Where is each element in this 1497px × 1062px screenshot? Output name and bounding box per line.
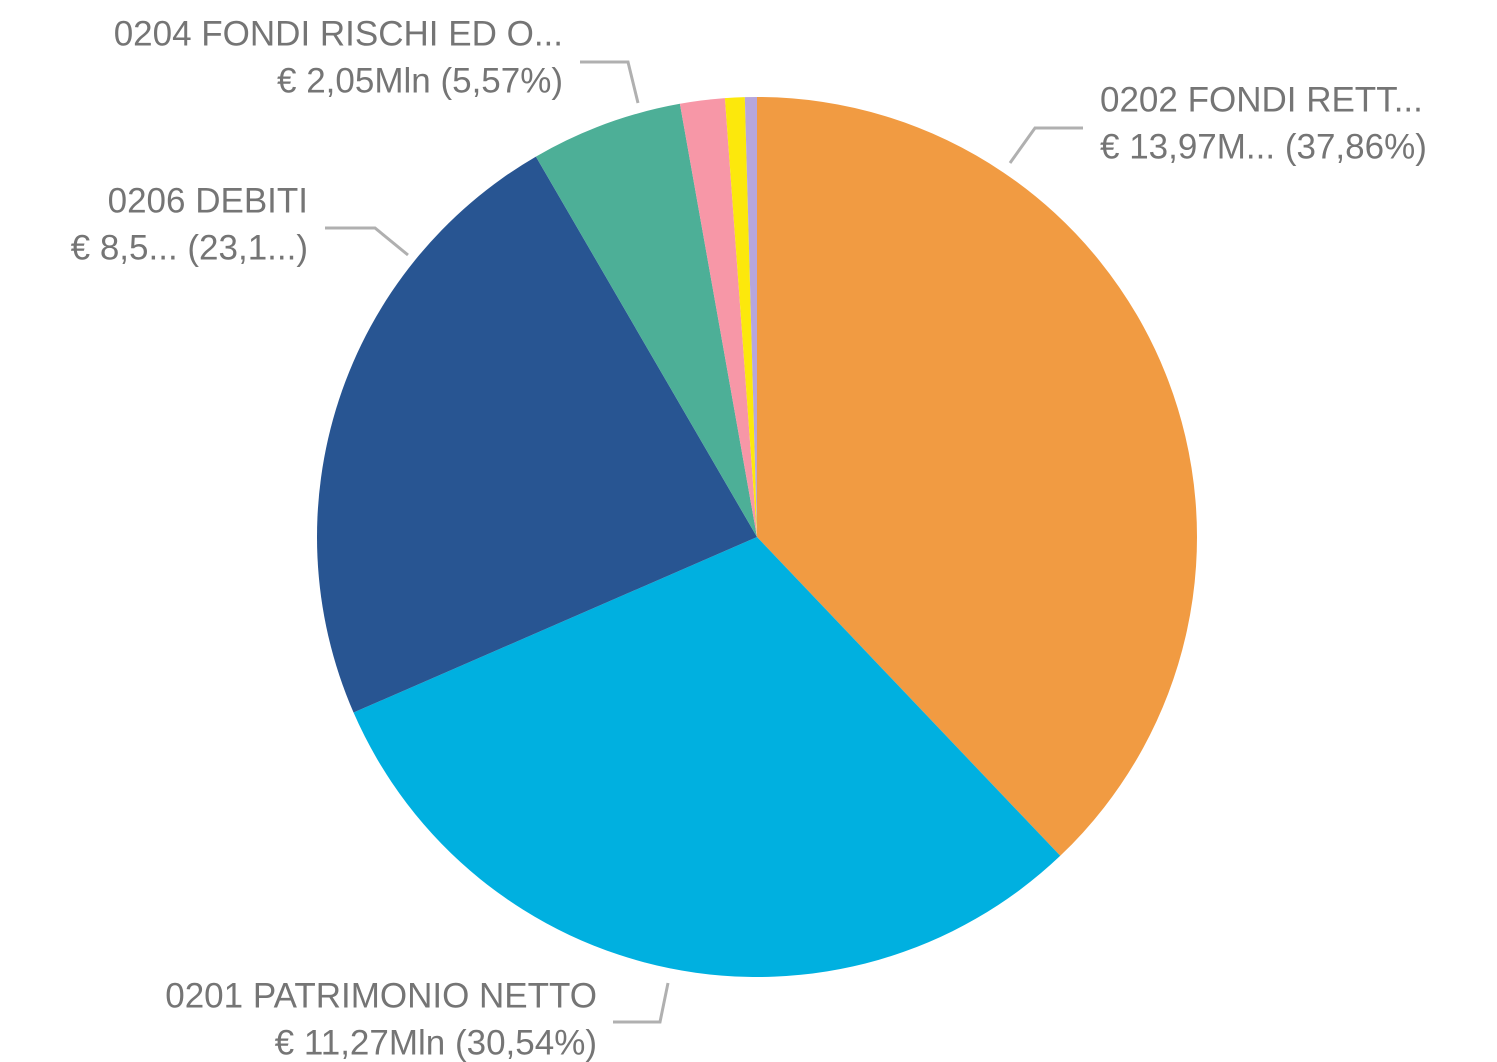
slices [317,97,1197,977]
leader-line [580,60,640,104]
pie-slice [744,97,757,537]
leader-line [613,982,670,1024]
pie-slice [724,97,757,538]
pie-slice [535,103,757,537]
slice-label: 0201 PATRIMONIO NETTO [165,976,597,1015]
leader-line [1008,126,1083,164]
slice-value-label: € 8,5... (23,1...) [71,228,308,267]
pie-slice [317,156,757,713]
pie-slice [679,98,757,538]
pie-slice [757,97,1197,856]
pie-slice [353,537,1061,977]
slice-value-label: € 13,97M... (37,86%) [1100,127,1427,166]
leader-line [325,226,409,257]
slice-value-label: € 2,05Mln (5,57%) [277,61,563,100]
slice-value-label: € 11,27Mln (30,54%) [275,1023,597,1062]
slice-label: 0206 DEBITI [108,181,308,220]
slice-label: 0202 FONDI RETT... [1100,80,1423,119]
slice-label: 0204 FONDI RISCHI ED O... [114,14,563,53]
